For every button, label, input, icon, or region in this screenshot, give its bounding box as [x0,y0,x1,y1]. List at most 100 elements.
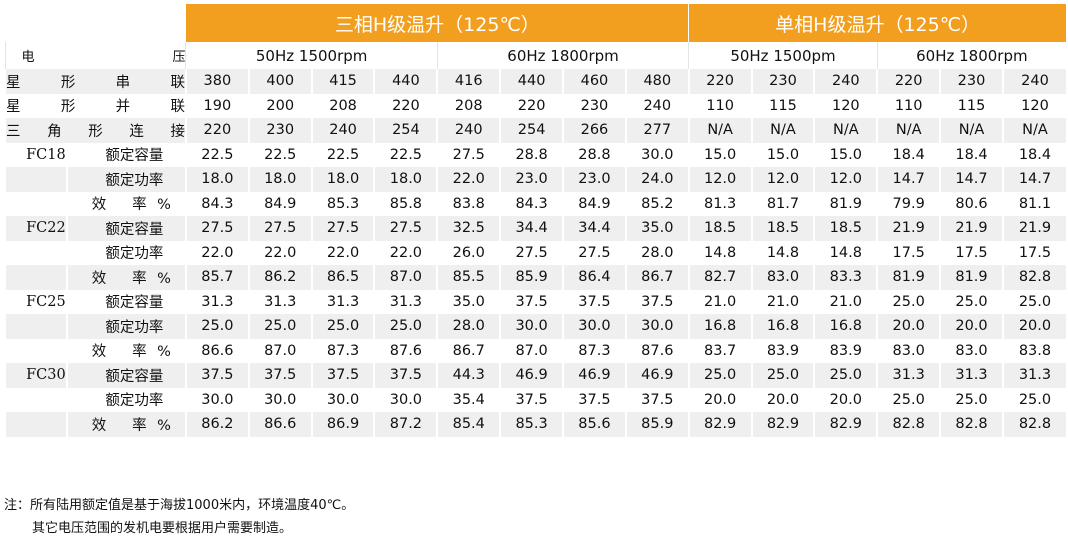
value-cell: 83.8 [1001,338,1066,363]
value-cell: 14.8 [813,240,878,265]
value-cell: 25.0 [813,363,878,388]
value-cell: 37.5 [624,289,689,314]
value-cell: 37.5 [562,387,626,412]
value-cell: 87.0 [499,338,564,363]
voltage-cell: 440 [373,69,438,94]
value-cell: 12.0 [750,167,815,192]
table-row: FC30 额定容量 37.5 37.5 37.5 37.5 44.3 46.9 46.9 46.9… [4,363,1066,388]
value-cell: 27.5 [499,240,564,265]
value-cell: 37.5 [624,387,689,412]
voltage-cell: N/A [813,118,878,143]
freq-3ph-60hz: 60Hz 1800rpm [436,42,689,69]
value-cell: 25.0 [184,314,249,339]
value-cell: 25.0 [939,289,1003,314]
value-cell: 82.8 [1001,265,1066,290]
model-name: FC22 [4,216,67,241]
value-cell: 81.3 [687,191,752,216]
voltage-cell: 200 [247,93,312,118]
value-cell: 30.0 [247,387,312,412]
voltage-cell: N/A [939,118,1003,143]
voltage-cell: 415 [310,69,375,94]
value-cell: 81.9 [813,191,878,216]
value-cell: 35.0 [624,216,689,241]
table-row: FC22 额定容量 27.5 27.5 27.5 27.5 32.5 34.4 34.4 35.0… [4,216,1066,241]
connection-label: 星形串联 [4,69,186,94]
value-cell: 28.0 [436,314,501,339]
table-row: 额定功率 22.0 22.0 22.0 22.0 26.0 27.5 27.5 28.0 14.8… [4,240,1066,265]
table-row: 效 率% 84.3 84.9 85.3 85.8 83.8 84.3 84.9 85.2 81.3… [4,191,1066,216]
voltage-cell: 208 [436,93,501,118]
value-cell: 20.0 [876,314,941,339]
value-cell: 84.3 [184,191,249,216]
value-cell: 86.2 [184,412,249,437]
value-cell: 82.8 [939,412,1003,437]
value-cell: 30.0 [310,387,375,412]
voltage-cell: N/A [687,118,752,143]
value-cell: 30.0 [562,314,626,339]
voltage-row: 星形串联 380 400 415 440 416 440 460 480 220 230 240 220… [4,69,1066,94]
voltage-cell: 220 [373,93,438,118]
value-cell: 25.0 [876,289,941,314]
value-cell: 83.9 [813,338,878,363]
value-cell: 30.0 [624,142,689,167]
value-cell: 18.5 [750,216,815,241]
value-cell: 83.0 [939,338,1003,363]
voltage-cell: 220 [184,118,249,143]
value-cell: 25.0 [939,387,1003,412]
value-cell: 37.5 [247,363,312,388]
value-cell: 37.5 [184,363,249,388]
value-cell: 24.0 [624,167,689,192]
freq-1ph-50hz: 50Hz 1500pm [688,42,878,69]
value-cell: 87.6 [373,338,438,363]
value-cell: 25.0 [687,363,752,388]
footnote-line-1: 注：所有陆用额定值是基于海拔1000米内，环境温度40℃。 [4,498,355,513]
value-cell: 34.4 [562,216,626,241]
voltage-cell: 240 [436,118,501,143]
value-cell: 30.0 [624,314,689,339]
value-cell: 83.3 [813,265,878,290]
value-cell: 86.5 [310,265,375,290]
row-label: 效 率% [65,412,186,437]
voltage-cell: 400 [247,69,312,94]
row-label: 额定容量 [65,289,186,314]
value-cell: 83.0 [876,338,941,363]
value-cell: 31.3 [373,289,438,314]
voltage-cell: 266 [562,118,626,143]
connection-label: 星形并联 [4,93,186,118]
value-cell: 30.0 [184,387,249,412]
value-cell: 21.9 [1001,216,1066,241]
voltage-cell: 220 [499,93,564,118]
value-cell: 25.0 [373,314,438,339]
footnote-line-2: 其它电压范围的发机电要根据用户需要制造。 [32,521,293,536]
value-cell: 86.4 [562,265,626,290]
row-label: 效 率% [65,265,186,290]
voltage-cell: 416 [436,69,501,94]
row-label: 额定容量 [65,216,186,241]
value-cell: 31.3 [876,363,941,388]
value-cell: 12.0 [687,167,752,192]
value-cell: 35.4 [436,387,501,412]
value-cell: 22.0 [184,240,249,265]
model-blank [4,412,67,437]
value-cell: 46.9 [624,363,689,388]
value-cell: 21.0 [813,289,878,314]
value-cell: 30.0 [373,387,438,412]
frequency-row: 电压 50Hz 1500rpm 60Hz 1800rpm 50Hz 1500pm… [4,42,1066,69]
spec-table: 三相H级温升（125℃） 单相H级温升（125℃） 电压 50Hz 1500rp… [4,4,1066,437]
voltage-cell: 230 [750,69,815,94]
voltage-cell: 115 [939,93,1003,118]
voltage-cell: N/A [876,118,941,143]
value-cell: 87.0 [247,338,312,363]
voltage-cell: 277 [624,118,689,143]
value-cell: 18.5 [687,216,752,241]
model-name: FC18 [4,142,67,167]
value-cell: 84.9 [247,191,312,216]
value-cell: 22.0 [310,240,375,265]
value-cell: 17.5 [1001,240,1066,265]
table-row: FC25 额定容量 31.3 31.3 31.3 31.3 35.0 37.5 37.5 37.5… [4,289,1066,314]
voltage-cell: 440 [499,69,564,94]
voltage-cell: 120 [813,93,878,118]
freq-1ph-60hz: 60Hz 1800rpm [876,42,1066,69]
value-cell: 27.5 [436,142,501,167]
value-cell: 18.4 [1001,142,1066,167]
